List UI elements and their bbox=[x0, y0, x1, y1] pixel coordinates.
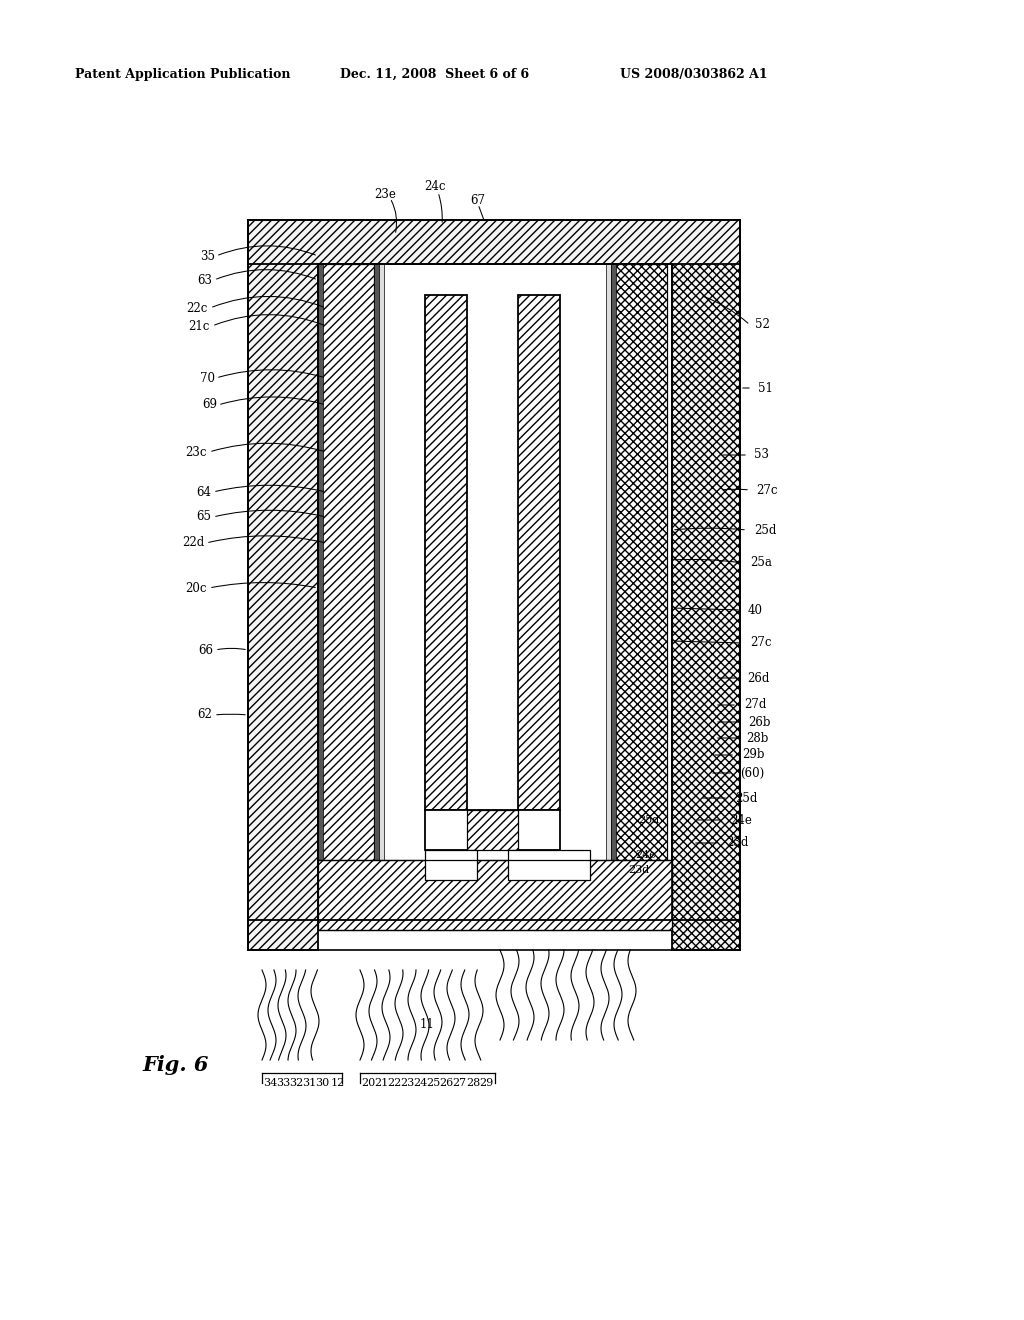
Text: 69: 69 bbox=[202, 399, 217, 412]
Bar bbox=[318, 861, 672, 931]
Bar bbox=[611, 264, 667, 920]
Text: 28b: 28b bbox=[746, 731, 768, 744]
Text: 27d: 27d bbox=[744, 698, 766, 711]
Text: 24c: 24c bbox=[424, 180, 445, 193]
Text: 34: 34 bbox=[263, 1078, 278, 1088]
Text: 20: 20 bbox=[360, 1078, 375, 1088]
Text: 27c: 27c bbox=[750, 636, 771, 649]
Text: 25d: 25d bbox=[638, 814, 659, 825]
Text: 23e: 23e bbox=[374, 189, 396, 202]
Bar bbox=[611, 264, 616, 920]
Text: US 2008/0303862 A1: US 2008/0303862 A1 bbox=[620, 69, 768, 81]
Text: 22c: 22c bbox=[186, 301, 208, 314]
Bar bbox=[672, 220, 740, 950]
Bar bbox=[379, 264, 384, 920]
Text: 21: 21 bbox=[374, 1078, 388, 1088]
Text: 23d: 23d bbox=[726, 837, 749, 850]
Text: 32: 32 bbox=[289, 1078, 303, 1088]
Text: 25a: 25a bbox=[750, 557, 772, 569]
Text: 25d: 25d bbox=[754, 524, 776, 536]
Text: 33: 33 bbox=[275, 1078, 290, 1088]
Text: 26b: 26b bbox=[748, 715, 770, 729]
Text: 29b: 29b bbox=[742, 748, 765, 762]
Text: (60): (60) bbox=[740, 767, 764, 780]
Bar bbox=[518, 294, 560, 810]
Bar bbox=[425, 850, 477, 880]
Text: 12: 12 bbox=[331, 1078, 345, 1088]
Text: 27c: 27c bbox=[756, 483, 777, 496]
Text: 66: 66 bbox=[198, 644, 213, 656]
Text: 28: 28 bbox=[466, 1078, 480, 1088]
Text: 23c: 23c bbox=[185, 446, 207, 458]
Bar bbox=[318, 264, 374, 920]
Text: 11: 11 bbox=[420, 1018, 434, 1031]
Text: 70: 70 bbox=[200, 371, 215, 384]
Text: 22: 22 bbox=[387, 1078, 401, 1088]
Bar bbox=[248, 220, 318, 950]
Text: 67: 67 bbox=[470, 194, 485, 206]
Text: 29: 29 bbox=[479, 1078, 494, 1088]
Bar bbox=[606, 264, 611, 920]
Text: 51: 51 bbox=[758, 381, 773, 395]
Text: 31: 31 bbox=[302, 1078, 316, 1088]
Text: 62: 62 bbox=[198, 709, 212, 722]
Text: Dec. 11, 2008  Sheet 6 of 6: Dec. 11, 2008 Sheet 6 of 6 bbox=[340, 69, 529, 81]
Bar bbox=[318, 264, 323, 920]
Text: 40: 40 bbox=[748, 603, 763, 616]
Text: 26d: 26d bbox=[746, 672, 769, 685]
Bar bbox=[248, 220, 740, 264]
Text: 30: 30 bbox=[314, 1078, 329, 1088]
Text: 35: 35 bbox=[200, 249, 215, 263]
Bar bbox=[508, 850, 590, 880]
Text: Fig. 6: Fig. 6 bbox=[142, 1055, 208, 1074]
Text: 26: 26 bbox=[439, 1078, 454, 1088]
Bar bbox=[425, 810, 560, 850]
Bar bbox=[374, 264, 379, 920]
Text: 20c: 20c bbox=[185, 582, 207, 594]
Text: 22d: 22d bbox=[181, 536, 204, 549]
Text: 53: 53 bbox=[754, 449, 769, 462]
Text: 64: 64 bbox=[196, 486, 211, 499]
Text: Patent Application Publication: Patent Application Publication bbox=[75, 69, 291, 81]
Text: 27: 27 bbox=[452, 1078, 466, 1088]
Text: 21c: 21c bbox=[188, 319, 210, 333]
Text: 24e: 24e bbox=[635, 850, 655, 861]
Text: 63: 63 bbox=[197, 273, 212, 286]
Text: 23: 23 bbox=[400, 1078, 414, 1088]
Text: 24e: 24e bbox=[730, 813, 752, 826]
Text: 52: 52 bbox=[755, 318, 770, 331]
Text: 25d: 25d bbox=[735, 792, 758, 804]
Bar bbox=[467, 810, 518, 850]
Text: 23d: 23d bbox=[628, 865, 649, 875]
Text: 24: 24 bbox=[413, 1078, 427, 1088]
Text: 65: 65 bbox=[196, 511, 211, 524]
Bar bbox=[425, 294, 467, 810]
Text: 25: 25 bbox=[426, 1078, 440, 1088]
